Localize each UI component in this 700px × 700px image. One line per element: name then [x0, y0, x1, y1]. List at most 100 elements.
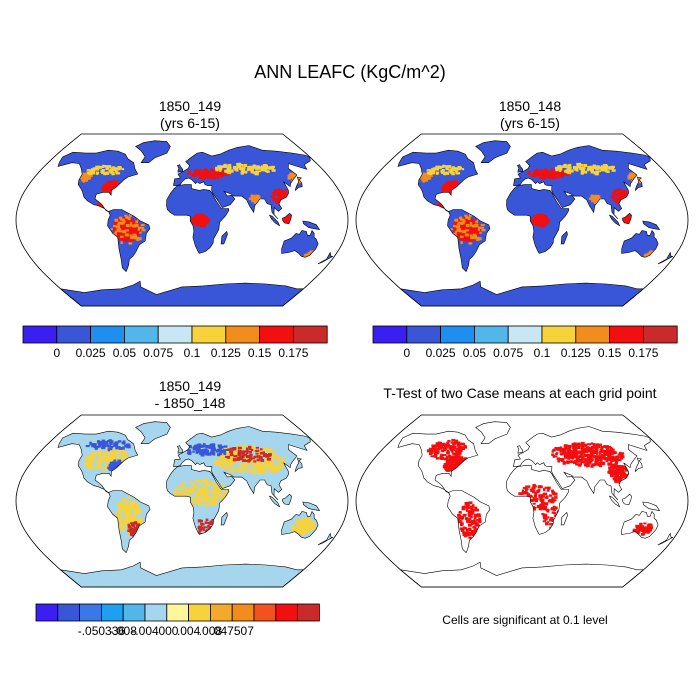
map-cell: [129, 529, 133, 533]
map-cell: [218, 173, 223, 177]
map-cell: [100, 442, 104, 446]
map-cell: [564, 169, 567, 173]
map-cell: [253, 201, 257, 204]
map-cell: [237, 452, 242, 457]
map-cell: [181, 490, 186, 494]
map-cell: [255, 194, 260, 199]
map-cell: [565, 165, 568, 168]
map-cell: [125, 444, 129, 446]
map-cell: [432, 455, 437, 458]
map-cell: [82, 172, 86, 176]
map-cell: [198, 443, 202, 446]
map-cell: [440, 169, 444, 173]
map-cell: [192, 217, 196, 220]
map-cell: [455, 450, 460, 453]
map-cell: [127, 523, 130, 527]
map-cell: [106, 451, 111, 455]
map-cell: [259, 452, 264, 455]
map-cell: [526, 494, 530, 497]
map-cell: [267, 467, 272, 471]
map-cell: [195, 500, 199, 504]
map-cell: [278, 462, 283, 465]
map-cell: [544, 502, 549, 506]
coastline-uk: [176, 164, 184, 173]
map-cell: [212, 486, 216, 489]
map-cell: [594, 197, 597, 201]
map-cell: [262, 451, 265, 454]
map-cell: [544, 517, 548, 521]
map-cell: [442, 447, 447, 451]
map-cell: [581, 458, 586, 461]
map-cell: [563, 453, 567, 457]
map-cell: [556, 167, 559, 170]
map-cell: [627, 219, 631, 222]
map-cell: [608, 458, 612, 461]
map-cell: [255, 452, 259, 455]
map-cell: [229, 450, 234, 454]
map-cell: [598, 457, 601, 461]
map-cell: [225, 165, 228, 168]
map-cell: [608, 468, 612, 472]
map-cell: [276, 189, 281, 193]
map-cell: [254, 455, 259, 458]
map-cell: [122, 446, 125, 450]
map-cell: [187, 449, 190, 452]
map-cell: [272, 197, 277, 200]
map-cell: [541, 498, 545, 502]
map-cell: [544, 173, 549, 176]
map-cell: [466, 506, 469, 510]
map-cell: [518, 492, 522, 495]
map-cell: [211, 444, 215, 448]
map-cell: [534, 168, 538, 172]
map-cell: [186, 494, 189, 497]
map-cell: [220, 448, 224, 451]
map-cell: [532, 502, 536, 505]
map-cell: [100, 456, 104, 460]
map-cell: [552, 491, 556, 495]
map-cell: [476, 524, 480, 526]
map-cell: [105, 463, 109, 466]
map-cell: [140, 223, 145, 227]
map-cell: [542, 216, 547, 219]
map-cell: [546, 510, 550, 513]
map-cell: [472, 526, 477, 529]
map-cell: [132, 530, 136, 534]
map-cell: [459, 520, 463, 523]
map-cell: [284, 195, 288, 199]
map-cell: [536, 505, 540, 508]
map-cell: [133, 508, 137, 511]
colorbar-swatch: [209, 603, 233, 622]
map-cell: [130, 228, 133, 232]
map-cell: [580, 164, 584, 167]
map-cell: [94, 167, 97, 170]
map-cell: [229, 454, 234, 457]
map-cell: [226, 455, 231, 459]
map-cell: [253, 195, 257, 198]
map-cell: [129, 224, 133, 227]
map-cell: [254, 450, 259, 452]
map-cell: [259, 469, 263, 472]
map-cell: [201, 218, 204, 222]
map-cell: [551, 519, 555, 522]
map-cell: [538, 494, 543, 497]
map-cell: [425, 174, 429, 177]
colorbar-swatch: [122, 603, 146, 622]
map-cell: [569, 452, 573, 455]
map-cell: [644, 526, 647, 530]
map-cell: [216, 448, 221, 452]
map-cell: [258, 467, 263, 471]
coastline-newZealand: [657, 532, 673, 546]
map-cell: [92, 443, 96, 447]
map-cell: [97, 451, 101, 453]
colorbar-tick-label: 0.15: [598, 346, 622, 360]
map-cell: [252, 468, 257, 472]
map-cell: [620, 457, 624, 460]
map-cell: [219, 449, 222, 453]
map-cell: [128, 517, 131, 521]
map-cell: [113, 465, 117, 469]
map-cell: [280, 192, 284, 195]
map-cell: [531, 174, 534, 178]
map-cell: [440, 204, 443, 208]
map-cell: [114, 449, 119, 453]
coastline-borneo: [282, 212, 292, 225]
